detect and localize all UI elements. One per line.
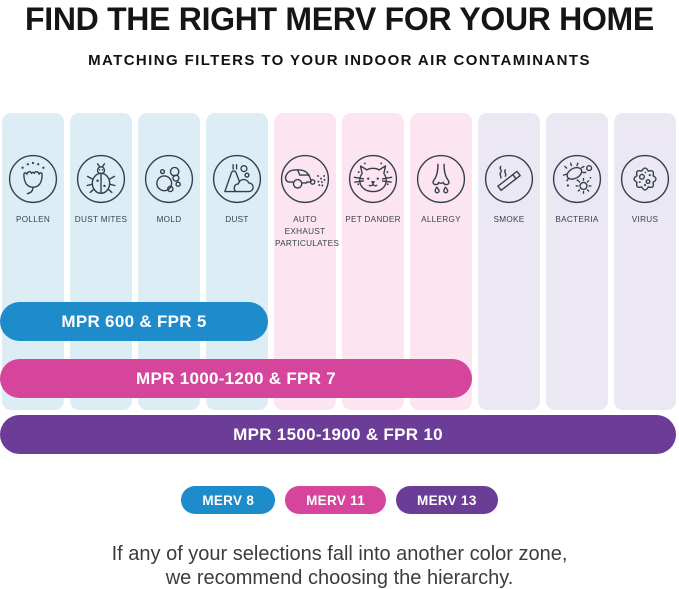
legend-pill-merv-11: MERV 11 bbox=[285, 486, 387, 514]
page-subtitle: MATCHING FILTERS TO YOUR INDOOR AIR CONT… bbox=[88, 52, 591, 69]
column-auto-exhaust-particulates: AUTO EXHAUST PARTICULATES bbox=[274, 113, 340, 410]
column-label: PET DANDER bbox=[345, 215, 401, 224]
bacteria-icon bbox=[551, 153, 603, 205]
cat-icon bbox=[347, 153, 399, 205]
legend-pill-label: MERV 11 bbox=[306, 492, 366, 508]
range-bar-3: MPR 1500-1900 & FPR 10 bbox=[0, 415, 676, 454]
contaminant-columns: POLLEN DUST MITES MOLD DUST AUTO EXHAUST PAR… bbox=[2, 113, 676, 410]
footer-note-line2: we recommend choosing the hierarchy. bbox=[165, 566, 514, 589]
footer-note-line1: If any of your selections fall into anot… bbox=[111, 543, 568, 565]
column-allergy: ALLERGY bbox=[410, 113, 472, 410]
column-label: ALLERGY bbox=[421, 215, 461, 224]
nose-icon bbox=[415, 153, 467, 205]
dust-mite-icon bbox=[75, 153, 127, 205]
column-virus: VIRUS bbox=[614, 113, 676, 410]
column-label: VIRUS bbox=[631, 215, 659, 224]
pollen-icon bbox=[7, 153, 59, 205]
car-exhaust-icon bbox=[279, 153, 331, 205]
legend-pill-label: MERV 13 bbox=[417, 492, 477, 508]
page-title: FIND THE RIGHT MERV FOR YOUR HOME bbox=[25, 1, 654, 37]
merv-legend: MERV 8 MERV 11 MERV 13 bbox=[0, 486, 679, 514]
dust-icon bbox=[211, 153, 263, 205]
column-label: DUST bbox=[225, 215, 249, 224]
column-mold: MOLD bbox=[138, 113, 200, 410]
virus-icon bbox=[619, 153, 671, 205]
column-label: AUTO EXHAUST PARTICULATES bbox=[275, 215, 340, 248]
column-label: POLLEN bbox=[15, 215, 51, 224]
footer-note: If any of your selections fall into anot… bbox=[0, 543, 679, 589]
mold-icon bbox=[143, 153, 195, 205]
range-bar-label: MPR 1500-1900 & FPR 10 bbox=[233, 424, 443, 444]
column-label: DUST MITES bbox=[74, 215, 128, 224]
legend-pill-merv-8: MERV 8 bbox=[181, 486, 276, 514]
column-dust: DUST bbox=[206, 113, 268, 410]
legend-pill-label: MERV 8 bbox=[202, 492, 255, 508]
column-pollen: POLLEN bbox=[2, 113, 64, 410]
column-smoke: SMOKE bbox=[478, 113, 540, 410]
column-label: BACTERIA bbox=[555, 215, 599, 224]
cigarette-icon bbox=[483, 153, 535, 205]
legend-pill-merv-13: MERV 13 bbox=[396, 486, 498, 514]
column-label: SMOKE bbox=[493, 215, 525, 224]
column-bacteria: BACTERIA bbox=[546, 113, 608, 410]
column-label: MOLD bbox=[156, 215, 182, 224]
column-dust-mites: DUST MITES bbox=[70, 113, 132, 410]
column-pet-dander: PET DANDER bbox=[342, 113, 404, 410]
